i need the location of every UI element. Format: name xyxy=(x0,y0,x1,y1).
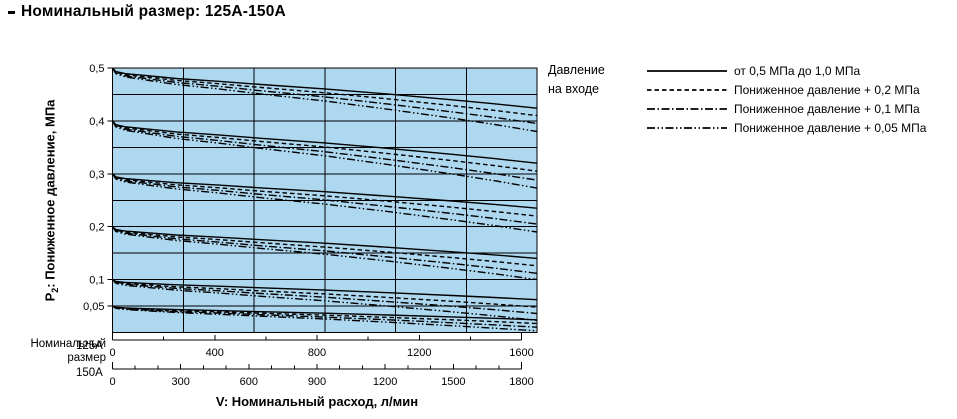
x-tick-label-150A: 300 xyxy=(171,376,189,388)
curve-0.1-dash-dot xyxy=(112,279,537,315)
x-tick-label-125A: 800 xyxy=(308,347,326,359)
curve-0.4-solid xyxy=(112,120,537,164)
y-tick-label: 0,4 xyxy=(89,116,104,128)
legend-label: Пониженное давление + 0,1 МПа xyxy=(734,101,920,116)
x-tick-label-150A: 1800 xyxy=(509,376,533,388)
curve-0.2-solid xyxy=(112,226,537,260)
curve-0.5-dashed xyxy=(112,68,537,117)
x-tick-label-125A: 1200 xyxy=(407,347,431,359)
x-axis-title: V: Номинальный расход, л/мин xyxy=(215,394,419,409)
curve-0.1-dash-dot-dot xyxy=(112,279,537,321)
y-tick-label: 0,2 xyxy=(89,222,104,234)
nominal-size-caption-line2: размер xyxy=(67,352,106,364)
nominal-size-caption: Номинальный размер xyxy=(2,337,106,365)
curve-0.5-dash-dot-dot xyxy=(112,68,537,133)
x-tick-label-150A: 1500 xyxy=(441,376,465,388)
curve-0.2-dash-dot-dot xyxy=(112,226,537,281)
curve-0.3-dash-dot-dot xyxy=(112,173,537,233)
legend-line-sample-dash-dot-dot xyxy=(647,126,727,129)
legend-item-dashed: Пониженное давление + 0,2 МПа xyxy=(645,80,926,99)
legend-title-line1: Давление xyxy=(548,63,605,77)
legend-items: от 0,5 МПа до 1,0 МПа Пониженное давление… xyxy=(645,61,926,137)
y-tick-label: 0,3 xyxy=(89,169,104,181)
scale-name-150a: 150A xyxy=(76,367,103,379)
curve-0.05-dash-dot-dot xyxy=(112,305,537,332)
x-tick-label-150A: 900 xyxy=(308,376,326,388)
curve-0.3-dash-dot xyxy=(112,173,537,225)
curve-0.1-solid xyxy=(112,278,537,301)
curve-0.5-dash-dot xyxy=(112,68,537,125)
legend-label: Пониженное давление + 0,05 МПа xyxy=(734,120,927,135)
figure-title: Номинальный размер: 125A-150A xyxy=(21,3,286,20)
legend-item-solid: от 0,5 МПа до 1,0 МПа xyxy=(645,61,926,80)
legend-title-line2: на входе xyxy=(548,82,600,96)
legend-line-sample-solid xyxy=(647,69,727,72)
y-tick-label: 0,1 xyxy=(89,275,104,287)
legend-label: от 0,5 МПа до 1,0 МПа xyxy=(734,63,861,78)
legend-line-sample-dashed xyxy=(647,88,727,91)
x-tick-label-150A: 600 xyxy=(240,376,258,388)
figure-title-row: Номинальный размер: 125A-150A xyxy=(8,3,286,21)
curve-0.5-solid xyxy=(112,68,537,109)
legend-title: Давление на входе xyxy=(548,61,605,99)
x-tick-label-150A: 1200 xyxy=(373,376,397,388)
curve-0.4-dashed xyxy=(112,120,537,172)
curve-0.3-dashed xyxy=(112,173,537,217)
curve-0.4-dash-dot xyxy=(112,120,537,181)
curve-0.1-dashed xyxy=(112,279,537,308)
scale-name-125a: 125A xyxy=(76,340,103,352)
y-axis-title-prefix: P xyxy=(42,292,58,302)
legend-line-sample-dash-dot xyxy=(647,107,727,110)
x-tick-label-125A: 1600 xyxy=(509,347,533,359)
legend-label: Пониженное давление + 0,2 МПа xyxy=(734,82,920,97)
x-tick-label-125A: 400 xyxy=(206,347,224,359)
legend-item-dash-dot-dot: Пониженное давление + 0,05 МПа xyxy=(645,118,926,137)
curve-0.2-dash-dot xyxy=(112,226,537,274)
plot-border xyxy=(111,67,538,334)
y-axis-title-rest: : Пониженное давление, МПа xyxy=(42,99,58,288)
y-tick-label: 0,5 xyxy=(89,63,104,75)
y-axis-title: P2: Пониженное давление, МПа xyxy=(42,51,61,351)
curve-0.4-dash-dot-dot xyxy=(112,120,537,189)
bullet-icon xyxy=(8,11,15,14)
y-axis-title-subscript: 2 xyxy=(50,287,61,293)
x-tick-label-150A: 0 xyxy=(109,376,115,388)
legend-item-dash-dot: Пониженное давление + 0,1 МПа xyxy=(645,99,926,118)
curve-0.2-dashed xyxy=(112,226,537,267)
nominal-size-caption-line1: Номинальный xyxy=(30,338,106,350)
curve-0.3-solid xyxy=(112,173,537,209)
curves-layer xyxy=(112,68,537,332)
x-tick-label-125A: 0 xyxy=(109,347,115,359)
y-tick-label: 0,05 xyxy=(83,301,104,313)
